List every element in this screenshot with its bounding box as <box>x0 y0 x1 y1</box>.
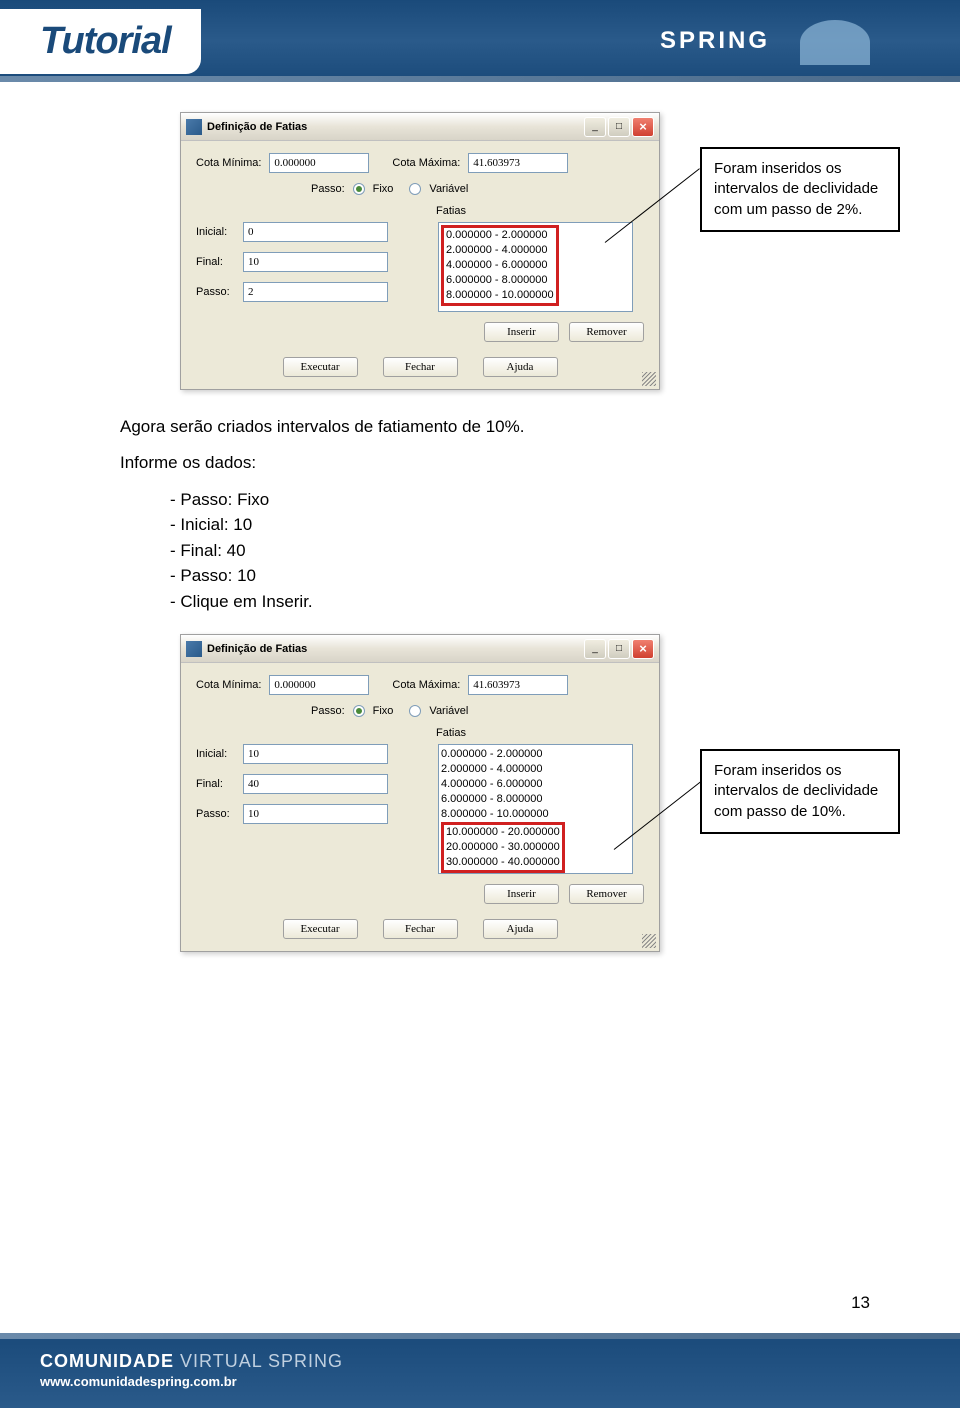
app-icon <box>186 119 202 135</box>
fatias-label: Fatias <box>436 205 466 217</box>
inicial-input[interactable] <box>243 744 388 764</box>
variavel-label: Variável <box>429 705 468 717</box>
final-label: Final: <box>196 778 238 790</box>
list-item: 8.000000 - 10.000000 <box>441 807 630 822</box>
cota-max-input[interactable] <box>468 675 568 695</box>
cota-min-input[interactable] <box>269 675 369 695</box>
ajuda-button[interactable]: Ajuda <box>483 357 558 377</box>
resize-grip[interactable] <box>642 934 656 948</box>
ajuda-button[interactable]: Ajuda <box>483 919 558 939</box>
inicial-input[interactable] <box>243 222 388 242</box>
titlebar: Definição de Fatias _ □ × <box>181 635 659 663</box>
body-text-1: Agora serão criados intervalos de fatiam… <box>120 415 860 439</box>
resize-grip[interactable] <box>642 372 656 386</box>
variavel-radio[interactable] <box>409 183 421 195</box>
list-item: 0.000000 - 2.000000 <box>446 228 554 243</box>
list-item: 6.000000 - 8.000000 <box>446 273 554 288</box>
bullet-item: - Inicial: 10 <box>170 512 860 538</box>
highlight-box-1: 0.000000 - 2.000000 2.000000 - 4.000000 … <box>441 225 559 306</box>
cota-max-input[interactable] <box>468 153 568 173</box>
variavel-radio[interactable] <box>409 705 421 717</box>
cota-min-input[interactable] <box>269 153 369 173</box>
body-text-2: Informe os dados: <box>120 451 860 475</box>
fatias-listbox[interactable]: 0.000000 - 2.000000 2.000000 - 4.000000 … <box>438 222 633 312</box>
list-item: 10.000000 - 20.000000 <box>446 825 560 840</box>
passo-label: Passo: <box>311 183 345 195</box>
passo-input[interactable] <box>243 804 388 824</box>
close-button[interactable]: × <box>632 117 654 137</box>
highlight-box-2: 10.000000 - 20.000000 20.000000 - 30.000… <box>441 822 565 873</box>
dialog-title: Definição de Fatias <box>207 121 584 133</box>
cota-min-label: Cota Mínima: <box>196 679 261 691</box>
titlebar: Definição de Fatias _ □ × <box>181 113 659 141</box>
fechar-button[interactable]: Fechar <box>383 357 458 377</box>
list-item: 8.000000 - 10.000000 <box>446 288 554 303</box>
dialog-title: Definição de Fatias <box>207 643 584 655</box>
list-item: 2.000000 - 4.000000 <box>446 243 554 258</box>
dialog-2: Definição de Fatias _ □ × Cota Mínima: C… <box>180 634 660 952</box>
callout-2: Foram inseridos os intervalos de declivi… <box>700 749 900 834</box>
cota-min-label: Cota Mínima: <box>196 157 261 169</box>
maximize-button[interactable]: □ <box>608 117 630 137</box>
passo-input[interactable] <box>243 282 388 302</box>
fixo-label: Fixo <box>373 705 394 717</box>
spring-label: SPRING <box>660 27 770 55</box>
globe-icon <box>800 20 870 65</box>
passo-field-label: Passo: <box>196 286 238 298</box>
app-icon <box>186 641 202 657</box>
page-number: 13 <box>851 1293 870 1313</box>
footer-url: www.comunidadespring.com.br <box>40 1374 960 1389</box>
footer-title: COMUNIDADE VIRTUAL SPRING <box>40 1351 960 1372</box>
variavel-label: Variável <box>429 183 468 195</box>
bullet-item: - Final: 40 <box>170 538 860 564</box>
bullet-item: - Passo: 10 <box>170 563 860 589</box>
remover-button[interactable]: Remover <box>569 884 644 904</box>
fatias-listbox[interactable]: 0.000000 - 2.000000 2.000000 - 4.000000 … <box>438 744 633 874</box>
passo-field-label: Passo: <box>196 808 238 820</box>
close-button[interactable]: × <box>632 639 654 659</box>
passo-label: Passo: <box>311 705 345 717</box>
fixo-radio[interactable] <box>353 705 365 717</box>
cota-max-label: Cota Máxima: <box>392 157 460 169</box>
list-item: 4.000000 - 6.000000 <box>441 777 630 792</box>
list-item: 0.000000 - 2.000000 <box>441 747 630 762</box>
bullet-list: - Passo: Fixo - Inicial: 10 - Final: 40 … <box>170 487 860 615</box>
final-input[interactable] <box>243 774 388 794</box>
fechar-button[interactable]: Fechar <box>383 919 458 939</box>
inserir-button[interactable]: Inserir <box>484 322 559 342</box>
fatias-label: Fatias <box>436 727 466 739</box>
minimize-button[interactable]: _ <box>584 639 606 659</box>
inicial-label: Inicial: <box>196 748 238 760</box>
dialog-1: Definição de Fatias _ □ × Cota Mínima: C… <box>180 112 660 390</box>
bullet-item: - Clique em Inserir. <box>170 589 860 615</box>
list-item: 30.000000 - 40.000000 <box>446 855 560 870</box>
final-label: Final: <box>196 256 238 268</box>
page-footer: COMUNIDADE VIRTUAL SPRING www.comunidade… <box>0 1333 960 1408</box>
list-item: 6.000000 - 8.000000 <box>441 792 630 807</box>
fixo-label: Fixo <box>373 183 394 195</box>
executar-button[interactable]: Executar <box>283 357 358 377</box>
inserir-button[interactable]: Inserir <box>484 884 559 904</box>
cota-max-label: Cota Máxima: <box>392 679 460 691</box>
list-item: 2.000000 - 4.000000 <box>441 762 630 777</box>
minimize-button[interactable]: _ <box>584 117 606 137</box>
fixo-radio[interactable] <box>353 183 365 195</box>
list-item: 4.000000 - 6.000000 <box>446 258 554 273</box>
remover-button[interactable]: Remover <box>569 322 644 342</box>
page-header: Tutorial SPRING <box>0 0 960 82</box>
tutorial-tab: Tutorial <box>0 9 201 74</box>
final-input[interactable] <box>243 252 388 272</box>
callout-1: Foram inseridos os intervalos de declivi… <box>700 147 900 232</box>
list-item: 20.000000 - 30.000000 <box>446 840 560 855</box>
maximize-button[interactable]: □ <box>608 639 630 659</box>
bullet-item: - Passo: Fixo <box>170 487 860 513</box>
executar-button[interactable]: Executar <box>283 919 358 939</box>
inicial-label: Inicial: <box>196 226 238 238</box>
